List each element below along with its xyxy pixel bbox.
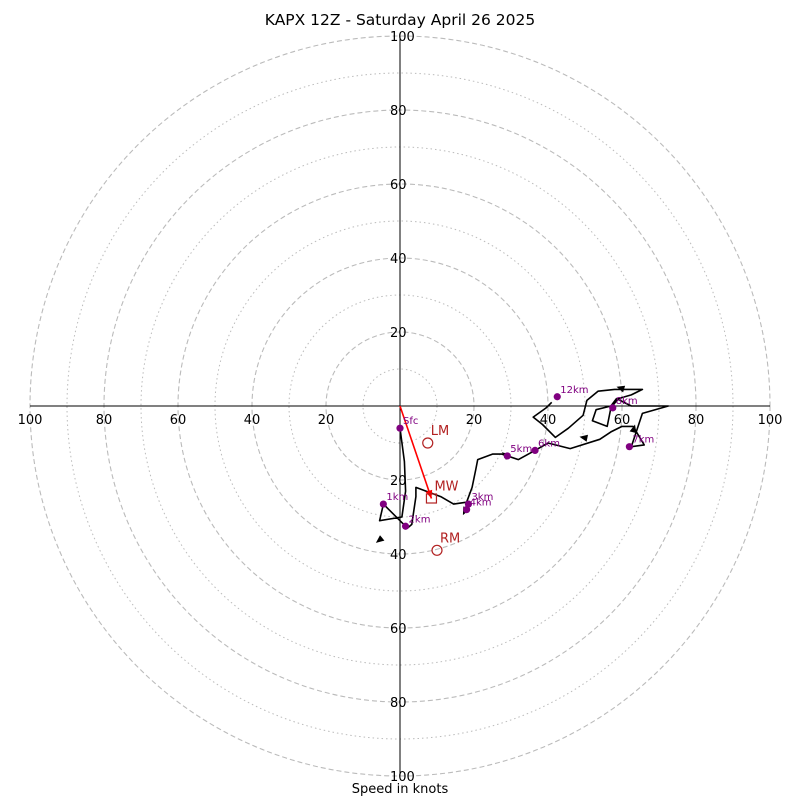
height-point <box>379 500 387 508</box>
x-tick-label: 40 <box>244 413 261 428</box>
x-tick-label: 100 <box>758 413 783 428</box>
trace-arrowhead <box>616 385 626 393</box>
storm-marker <box>425 493 438 504</box>
y-tick-label: 100 <box>390 30 415 45</box>
height-point <box>463 506 471 514</box>
x-tick-label: 60 <box>170 413 187 428</box>
height-point <box>553 393 561 401</box>
shear-vector <box>399 405 433 499</box>
height-label: 5km <box>510 444 532 455</box>
x-tick-label: 100 <box>18 413 43 428</box>
height-point <box>401 522 410 530</box>
x-axis-label: Speed in knots <box>351 782 449 797</box>
height-point <box>531 446 539 454</box>
height-label: 1km <box>386 492 408 503</box>
x-tick-label: 20 <box>466 413 483 428</box>
y-tick-label: 60 <box>390 622 407 637</box>
x-tick-label: 40 <box>540 413 557 428</box>
storm-motion-markers: LM MW RM <box>422 424 460 556</box>
height-point <box>625 443 634 451</box>
trace-arrowhead <box>629 424 637 434</box>
x-tick-label: 60 <box>614 413 631 428</box>
hodograph-line <box>378 388 670 529</box>
storm-label: RM <box>440 531 460 546</box>
height-label: 7km <box>632 435 654 446</box>
height-point <box>609 404 617 412</box>
height-point <box>396 424 404 432</box>
y-tick-label: 80 <box>390 104 407 119</box>
storm-marker <box>431 544 443 556</box>
height-label: 2km <box>409 514 431 525</box>
height-label: 4km <box>470 498 492 509</box>
tick-labels: 100 80 60 40 20 20 40 60 80 100 100 80 60 40 20 20 40 60 8… <box>18 30 783 785</box>
height-label: 8km <box>616 396 638 407</box>
trace-arrowhead <box>579 434 588 442</box>
storm-label: MW <box>434 480 458 495</box>
y-tick-label: 100 <box>390 770 415 785</box>
y-tick-label: 20 <box>390 474 407 489</box>
x-tick-label: 80 <box>96 413 113 428</box>
y-tick-label: 60 <box>390 178 407 193</box>
hodograph-trace <box>375 385 670 543</box>
height-label: 3km <box>471 492 493 503</box>
x-tick-label: 80 <box>688 413 705 428</box>
y-tick-label: 40 <box>390 548 407 563</box>
height-label: 12km <box>560 385 588 396</box>
y-tick-label: 80 <box>390 696 407 711</box>
y-tick-label: 20 <box>390 326 407 341</box>
height-point <box>503 452 511 460</box>
y-tick-label: 40 <box>390 252 407 267</box>
storm-label: LM <box>431 424 449 439</box>
trace-arrowhead <box>375 535 385 543</box>
height-label: 6km <box>538 438 560 449</box>
height-point <box>464 500 473 508</box>
x-tick-label: 20 <box>318 413 335 428</box>
height-label: Sfc <box>403 416 418 427</box>
chart-title: KAPX 12Z - Saturday April 26 2025 <box>264 11 536 29</box>
storm-marker <box>422 437 434 449</box>
